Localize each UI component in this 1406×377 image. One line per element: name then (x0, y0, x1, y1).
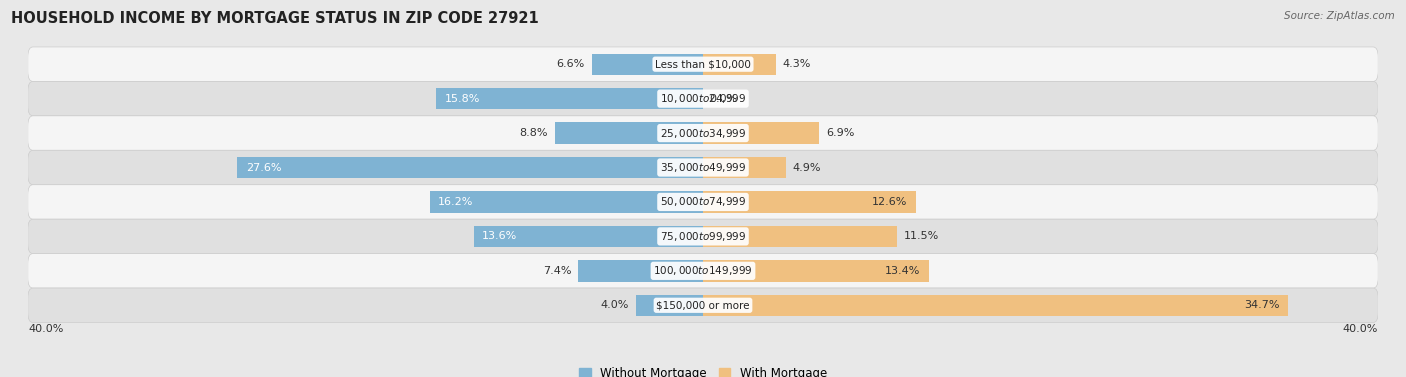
Bar (703, 260, 929, 282)
Text: 13.6%: 13.6% (482, 231, 517, 241)
Text: $10,000 to $24,999: $10,000 to $24,999 (659, 92, 747, 105)
FancyBboxPatch shape (28, 81, 1378, 116)
Text: 13.4%: 13.4% (886, 266, 921, 276)
Text: 4.3%: 4.3% (782, 59, 811, 69)
Text: $100,000 to $149,999: $100,000 to $149,999 (654, 264, 752, 277)
FancyBboxPatch shape (28, 116, 1378, 150)
Text: $150,000 or more: $150,000 or more (657, 300, 749, 310)
Bar (436, 88, 703, 109)
Bar (703, 191, 915, 213)
Text: 12.6%: 12.6% (872, 197, 907, 207)
Text: 0.0%: 0.0% (710, 93, 738, 104)
Bar (554, 123, 703, 144)
Text: $25,000 to $34,999: $25,000 to $34,999 (659, 127, 747, 139)
FancyBboxPatch shape (28, 288, 1378, 322)
Bar (592, 54, 703, 75)
Text: 4.0%: 4.0% (600, 300, 628, 310)
Text: 27.6%: 27.6% (246, 162, 281, 173)
Text: Source: ZipAtlas.com: Source: ZipAtlas.com (1284, 11, 1395, 21)
Bar (703, 54, 776, 75)
Bar (703, 123, 820, 144)
Text: 40.0%: 40.0% (1343, 324, 1378, 334)
Text: 8.8%: 8.8% (519, 128, 548, 138)
Text: 16.2%: 16.2% (439, 197, 474, 207)
Bar (474, 226, 703, 247)
FancyBboxPatch shape (28, 47, 1378, 81)
Bar (430, 191, 703, 213)
Text: 34.7%: 34.7% (1244, 300, 1279, 310)
Bar (703, 226, 897, 247)
Text: $35,000 to $49,999: $35,000 to $49,999 (659, 161, 747, 174)
Text: 6.9%: 6.9% (827, 128, 855, 138)
Text: HOUSEHOLD INCOME BY MORTGAGE STATUS IN ZIP CODE 27921: HOUSEHOLD INCOME BY MORTGAGE STATUS IN Z… (11, 11, 538, 26)
FancyBboxPatch shape (28, 150, 1378, 185)
Bar (703, 157, 786, 178)
Bar (238, 157, 703, 178)
Text: $75,000 to $99,999: $75,000 to $99,999 (659, 230, 747, 243)
Legend: Without Mortgage, With Mortgage: Without Mortgage, With Mortgage (579, 367, 827, 377)
Bar (578, 260, 703, 282)
Text: Less than $10,000: Less than $10,000 (655, 59, 751, 69)
Text: 40.0%: 40.0% (28, 324, 63, 334)
FancyBboxPatch shape (28, 254, 1378, 288)
Text: 11.5%: 11.5% (904, 231, 939, 241)
Text: 4.9%: 4.9% (793, 162, 821, 173)
Text: 15.8%: 15.8% (444, 93, 481, 104)
FancyBboxPatch shape (28, 219, 1378, 254)
Text: $50,000 to $74,999: $50,000 to $74,999 (659, 195, 747, 208)
FancyBboxPatch shape (28, 185, 1378, 219)
Text: 6.6%: 6.6% (557, 59, 585, 69)
Bar (636, 294, 703, 316)
Text: 7.4%: 7.4% (543, 266, 571, 276)
Bar (703, 294, 1288, 316)
